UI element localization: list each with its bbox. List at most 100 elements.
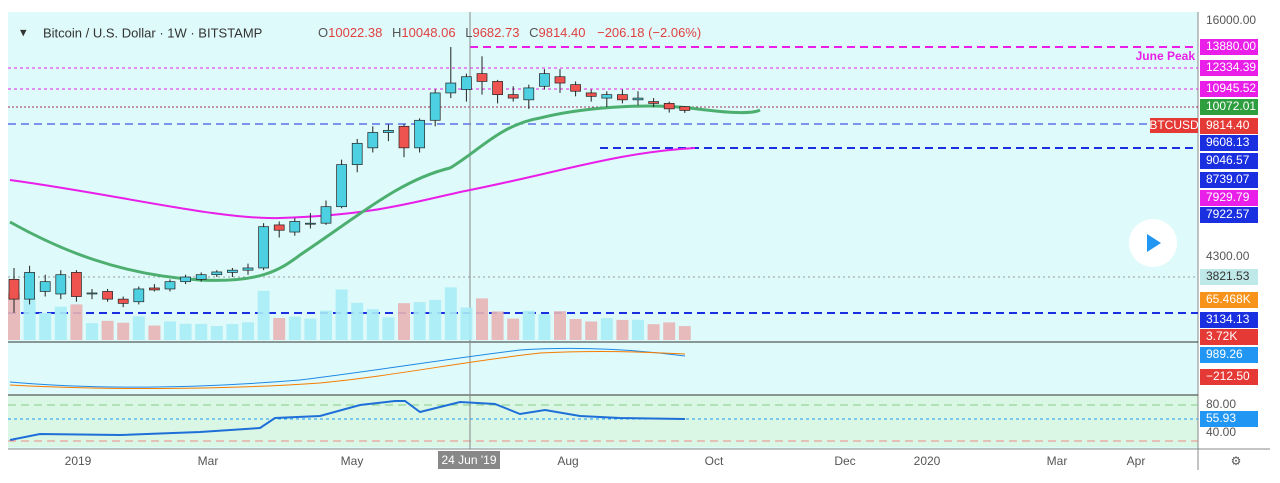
volume-bar bbox=[320, 310, 332, 340]
volume-bar bbox=[476, 298, 488, 340]
candle-body bbox=[117, 298, 129, 304]
volume-bar bbox=[632, 319, 644, 340]
time-label: Mar bbox=[1047, 454, 1068, 468]
price-label: 55.93 bbox=[1206, 411, 1236, 425]
symbol: Bitcoin / U.S. Dollar · 1W · BITSTAMP bbox=[43, 25, 262, 40]
label: O bbox=[318, 25, 328, 40]
candle-body bbox=[648, 101, 659, 104]
candle-body bbox=[55, 274, 67, 295]
price-label: 40.00 bbox=[1206, 425, 1236, 439]
price-label-bg bbox=[1200, 269, 1258, 285]
price-label-bg bbox=[1200, 81, 1258, 97]
candle-body bbox=[461, 76, 472, 90]
volume-bar bbox=[663, 322, 676, 340]
macd-line bbox=[9, 347, 686, 388]
volume-bar bbox=[507, 318, 520, 340]
candle-body bbox=[24, 272, 35, 300]
candle-body bbox=[679, 106, 691, 111]
annotation: June Peak bbox=[1136, 49, 1196, 63]
volume-bar bbox=[647, 324, 660, 340]
label: C bbox=[529, 25, 538, 40]
time-label: 2019 bbox=[65, 454, 92, 468]
price-label: 9046.57 bbox=[1206, 153, 1250, 167]
volume-bar bbox=[117, 322, 130, 340]
value: 9682.73 bbox=[472, 25, 519, 40]
price-label-bg bbox=[1200, 60, 1258, 76]
candle-body bbox=[414, 119, 425, 149]
time-label: Oct bbox=[705, 454, 724, 468]
ma-long bbox=[9, 147, 696, 220]
candle-body bbox=[585, 92, 597, 97]
price-label: 4300.00 bbox=[1206, 249, 1250, 263]
price-label-bg bbox=[1200, 312, 1258, 328]
candle-body bbox=[8, 278, 20, 300]
volume-bar bbox=[335, 289, 348, 340]
volume-bar bbox=[538, 314, 551, 340]
candle-body bbox=[149, 287, 160, 291]
label: H bbox=[392, 25, 401, 40]
rsi-line bbox=[9, 400, 686, 441]
volume-bar bbox=[569, 318, 582, 340]
price-label: 16000.00 bbox=[1206, 13, 1256, 27]
value: 10048.06 bbox=[401, 25, 455, 40]
candle-body bbox=[242, 267, 254, 271]
candle-body bbox=[180, 276, 191, 283]
signal-line bbox=[9, 350, 686, 390]
candle-body bbox=[632, 97, 644, 101]
settings-icon[interactable]: ⚙ bbox=[1231, 454, 1242, 468]
candle-body bbox=[601, 94, 613, 99]
crosshair-date: 24 Jun '19 bbox=[441, 453, 496, 467]
candle-body bbox=[164, 281, 176, 290]
candle-body bbox=[102, 291, 113, 300]
candle-body bbox=[39, 281, 51, 292]
volume-bar bbox=[23, 298, 36, 340]
volume-bar bbox=[351, 302, 364, 340]
volume-bar bbox=[195, 323, 208, 340]
candle-body bbox=[258, 226, 269, 269]
price-label-bg bbox=[1200, 369, 1258, 385]
price-label: 80.00 bbox=[1206, 397, 1236, 411]
candle-body bbox=[429, 92, 441, 121]
volume-bar bbox=[585, 321, 598, 340]
time-label: 2020 bbox=[914, 454, 941, 468]
candle-body bbox=[336, 164, 347, 208]
volume-bar bbox=[39, 312, 52, 340]
volume-bar bbox=[86, 323, 98, 340]
candle-body bbox=[445, 82, 457, 94]
price-label: 3821.53 bbox=[1206, 269, 1250, 283]
volume-bar bbox=[101, 320, 114, 340]
ticker-tag: BTCUSD bbox=[1149, 118, 1199, 132]
candle-body bbox=[211, 271, 223, 276]
candle-body bbox=[398, 125, 410, 149]
candle-body bbox=[320, 206, 332, 224]
price-label: 10945.52 bbox=[1206, 81, 1256, 95]
volume-bar bbox=[54, 306, 67, 340]
change: −206.18 (−2.06%) bbox=[597, 25, 701, 40]
volume-bar bbox=[226, 324, 239, 340]
price-label: 3.72K bbox=[1206, 329, 1237, 343]
volume-bar bbox=[148, 325, 161, 340]
candle-body bbox=[71, 272, 82, 297]
volume-bar bbox=[382, 317, 395, 340]
price-label-bg bbox=[1200, 118, 1258, 134]
rsi-bg bbox=[8, 395, 1198, 447]
price-label-bg bbox=[1200, 39, 1258, 55]
volume-bar bbox=[491, 311, 504, 340]
price-label-bg bbox=[1200, 135, 1258, 151]
play-icon bbox=[1147, 234, 1161, 252]
value: 9814.40 bbox=[538, 25, 585, 40]
candle-body bbox=[507, 94, 519, 99]
time-label: Apr bbox=[1127, 454, 1146, 468]
price-label: 3134.13 bbox=[1206, 312, 1250, 326]
candle-body bbox=[383, 130, 394, 133]
price-label-bg bbox=[1200, 292, 1258, 308]
price-label-bg bbox=[1200, 411, 1258, 427]
volume-bar bbox=[616, 319, 629, 340]
candle-body bbox=[305, 222, 316, 225]
volume-bar bbox=[413, 302, 426, 340]
candle-body bbox=[492, 81, 503, 95]
volume-bar bbox=[398, 303, 410, 340]
price-label-bg bbox=[1200, 207, 1258, 223]
volume-bar bbox=[273, 317, 286, 340]
